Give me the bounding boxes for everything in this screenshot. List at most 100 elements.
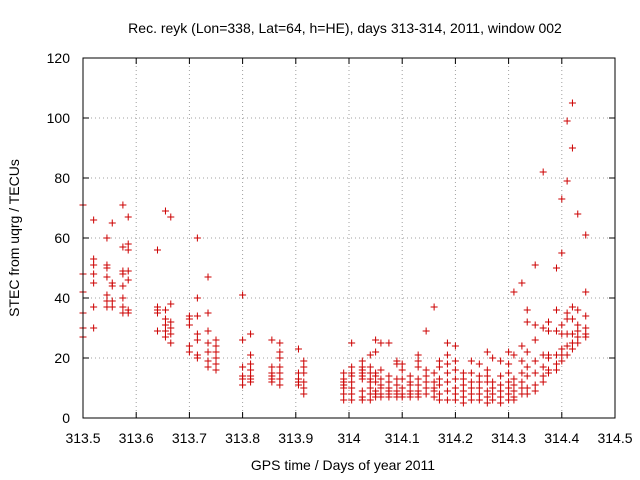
- data-point: [483, 387, 491, 395]
- data-point: [398, 393, 406, 401]
- data-point: [372, 348, 380, 356]
- data-point: [531, 387, 539, 395]
- data-point: [435, 396, 443, 404]
- data-point: [467, 357, 475, 365]
- data-point: [268, 336, 276, 344]
- data-point: [153, 327, 161, 335]
- data-point: [483, 399, 491, 407]
- data-point: [161, 315, 169, 323]
- data-point: [539, 363, 547, 371]
- data-point: [185, 321, 193, 329]
- data-point: [161, 207, 169, 215]
- data-point: [505, 348, 513, 356]
- data-point: [422, 327, 430, 335]
- data-point: [568, 144, 576, 152]
- data-point: [563, 177, 571, 185]
- data-point: [459, 393, 467, 401]
- data-point: [497, 372, 505, 380]
- data-point: [489, 396, 497, 404]
- data-point: [475, 372, 483, 380]
- data-point: [422, 372, 430, 380]
- data-point: [523, 372, 531, 380]
- data-point: [204, 309, 212, 317]
- data-point: [385, 372, 393, 380]
- data-point: [348, 396, 356, 404]
- data-point: [558, 249, 566, 257]
- data-point: [294, 381, 302, 389]
- data-point: [568, 303, 576, 311]
- data-point: [377, 366, 385, 374]
- data-point: [276, 369, 284, 377]
- data-point: [348, 339, 356, 347]
- data-point: [430, 378, 438, 386]
- data-point: [124, 309, 132, 317]
- data-point: [348, 378, 356, 386]
- data-point: [545, 327, 552, 335]
- data-point: [247, 378, 255, 386]
- data-point: [108, 282, 116, 290]
- data-point: [90, 324, 98, 332]
- data-point: [489, 354, 497, 362]
- x-tick-label: 314.4: [544, 430, 579, 446]
- data-point: [518, 357, 526, 365]
- data-point: [340, 390, 348, 398]
- data-point: [422, 390, 430, 398]
- data-point: [276, 363, 284, 371]
- data-point: [119, 243, 127, 251]
- data-point: [497, 393, 505, 401]
- data-point: [276, 381, 284, 389]
- data-point: [366, 384, 374, 392]
- data-point: [539, 168, 547, 176]
- data-point: [443, 360, 451, 368]
- data-point: [574, 210, 582, 218]
- data-point: [300, 369, 308, 377]
- y-tick-label: 80: [54, 170, 70, 186]
- data-point: [358, 357, 366, 365]
- data-point: [443, 396, 451, 404]
- data-point: [385, 393, 393, 401]
- data-point: [510, 387, 518, 395]
- data-point: [510, 396, 518, 404]
- data-point: [443, 387, 451, 395]
- data-point: [510, 351, 518, 359]
- data-point: [552, 327, 560, 335]
- data-point: [451, 342, 459, 350]
- data-point: [204, 273, 212, 281]
- data-point: [489, 378, 497, 386]
- data-point: [406, 393, 414, 401]
- data-point: [406, 381, 414, 389]
- y-tick-label: 60: [54, 230, 70, 246]
- data-point: [239, 381, 247, 389]
- data-point: [348, 372, 356, 380]
- data-point: [475, 390, 483, 398]
- data-point: [340, 396, 348, 404]
- data-point: [185, 315, 193, 323]
- data-point: [459, 399, 467, 407]
- data-point: [90, 270, 98, 278]
- data-point: [489, 390, 497, 398]
- data-point: [483, 393, 491, 401]
- data-point: [204, 357, 212, 365]
- data-point: [103, 264, 111, 272]
- data-point: [372, 336, 380, 344]
- data-point: [348, 384, 356, 392]
- data-point: [552, 264, 560, 272]
- data-point: [582, 324, 590, 332]
- data-point: [239, 291, 247, 299]
- data-point: [300, 390, 308, 398]
- data-point: [153, 246, 161, 254]
- data-point: [497, 357, 505, 365]
- data-point: [204, 339, 212, 347]
- data-point: [574, 321, 582, 329]
- data-point: [475, 378, 483, 386]
- data-point: [552, 366, 560, 374]
- data-point: [300, 378, 308, 386]
- data-point: [212, 366, 220, 374]
- data-point: [574, 306, 582, 314]
- y-tick-label: 100: [47, 110, 71, 126]
- data-point: [108, 297, 116, 305]
- data-point: [558, 321, 566, 329]
- data-point: [276, 354, 284, 362]
- data-point: [167, 324, 175, 332]
- data-point: [539, 372, 547, 380]
